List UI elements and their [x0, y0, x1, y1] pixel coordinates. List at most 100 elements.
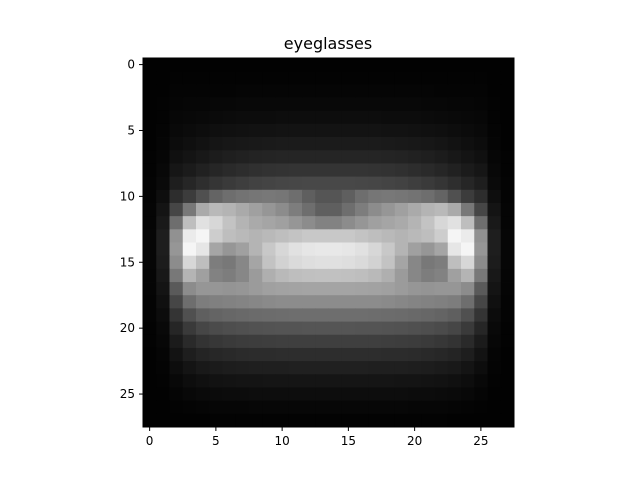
heatmap-cell [474, 137, 488, 151]
heatmap-cell [500, 361, 515, 375]
heatmap-cell [315, 71, 329, 85]
heatmap-cell [156, 334, 170, 349]
heatmap-cell [182, 400, 197, 415]
heatmap-cell [288, 361, 303, 375]
heatmap-cell [302, 176, 316, 191]
heatmap-cell [182, 216, 197, 230]
heatmap-cell [447, 123, 462, 138]
heatmap-cell [196, 110, 210, 125]
heatmap-cell [235, 361, 250, 375]
heatmap-cell [408, 97, 422, 112]
heatmap-cell [262, 202, 276, 217]
heatmap-cell [288, 202, 303, 217]
y-tick-label: 5 [127, 123, 135, 137]
heatmap-cell [222, 163, 237, 178]
heatmap-cell [328, 321, 343, 336]
heatmap-cell [182, 84, 197, 98]
heatmap-cell [275, 321, 290, 336]
heatmap-cell [169, 71, 184, 85]
heatmap-cell [156, 374, 170, 388]
heatmap-cell [315, 400, 329, 415]
heatmap-cell [381, 110, 396, 125]
heatmap-cell [500, 71, 515, 85]
heatmap-cell [156, 321, 170, 336]
heatmap-cell [235, 242, 250, 257]
heatmap-cell [302, 387, 316, 402]
heatmap-cell [381, 321, 396, 336]
heatmap-cell [196, 216, 210, 230]
heatmap-cell [487, 255, 502, 270]
heatmap-cell [328, 374, 343, 388]
heatmap-cell [487, 150, 502, 164]
heatmap-cell [447, 321, 462, 336]
heatmap-cell [328, 229, 343, 243]
heatmap-cell [209, 255, 223, 270]
heatmap-cell [182, 361, 197, 375]
heatmap-cell [302, 123, 316, 138]
heatmap-cell [169, 255, 184, 270]
heatmap-cell [275, 268, 290, 283]
heatmap-cell [355, 216, 369, 230]
heatmap-cell [447, 150, 462, 164]
heatmap-cell [447, 308, 462, 322]
heatmap-cell [487, 361, 502, 375]
heatmap-cell [341, 242, 356, 257]
heatmap-cell [249, 229, 263, 243]
heatmap-cell [182, 255, 197, 270]
heatmap-cell [288, 374, 303, 388]
heatmap-cell [288, 242, 303, 257]
heatmap-cell [235, 308, 250, 322]
heatmap-cell [196, 255, 210, 270]
heatmap-cell [341, 137, 356, 151]
heatmap-cell [421, 334, 435, 349]
heatmap-cell [408, 216, 422, 230]
heatmap-cell [487, 308, 502, 322]
heatmap-cell [341, 216, 356, 230]
heatmap-cell [474, 268, 488, 283]
heatmap-cell [447, 295, 462, 309]
heatmap-cell [434, 321, 449, 336]
heatmap-cell [328, 216, 343, 230]
heatmap-cell [368, 202, 382, 217]
heatmap-cell [500, 110, 515, 125]
heatmap-cell [368, 216, 382, 230]
heatmap-cell [341, 189, 356, 204]
heatmap-cell [302, 163, 316, 178]
heatmap-cell [143, 58, 157, 72]
heatmap-cell [209, 110, 223, 125]
heatmap-cell [249, 268, 263, 283]
heatmap-cell [182, 97, 197, 112]
heatmap-cell [368, 58, 382, 72]
heatmap-cell [447, 242, 462, 257]
heatmap-cell [394, 137, 409, 151]
heatmap-cell [315, 321, 329, 336]
heatmap-cell [421, 347, 435, 362]
heatmap-cell [474, 361, 488, 375]
heatmap-cell [328, 308, 343, 322]
heatmap-cell [474, 295, 488, 309]
heatmap-cell [421, 321, 435, 336]
heatmap-cell [262, 137, 276, 151]
heatmap-cell [434, 216, 449, 230]
heatmap-cell [408, 71, 422, 85]
heatmap-cell [275, 123, 290, 138]
heatmap-cell [288, 84, 303, 98]
heatmap-cell [169, 123, 184, 138]
heatmap-cell [288, 229, 303, 243]
heatmap-cell [209, 413, 223, 428]
y-axis: 0 5 10 15 20 25 [120, 58, 143, 401]
heatmap-cell [156, 216, 170, 230]
heatmap-cell [368, 282, 382, 296]
heatmap-cell [209, 150, 223, 164]
heatmap-cell [209, 97, 223, 112]
heatmap-cell [235, 334, 250, 349]
heatmap-cell [368, 347, 382, 362]
heatmap-cell [381, 58, 396, 72]
heatmap-cell [275, 374, 290, 388]
heatmap-cell [302, 137, 316, 151]
heatmap-cell [143, 71, 157, 85]
heatmap-cell [421, 202, 435, 217]
heatmap-cell [487, 71, 502, 85]
heatmap-cell [169, 347, 184, 362]
